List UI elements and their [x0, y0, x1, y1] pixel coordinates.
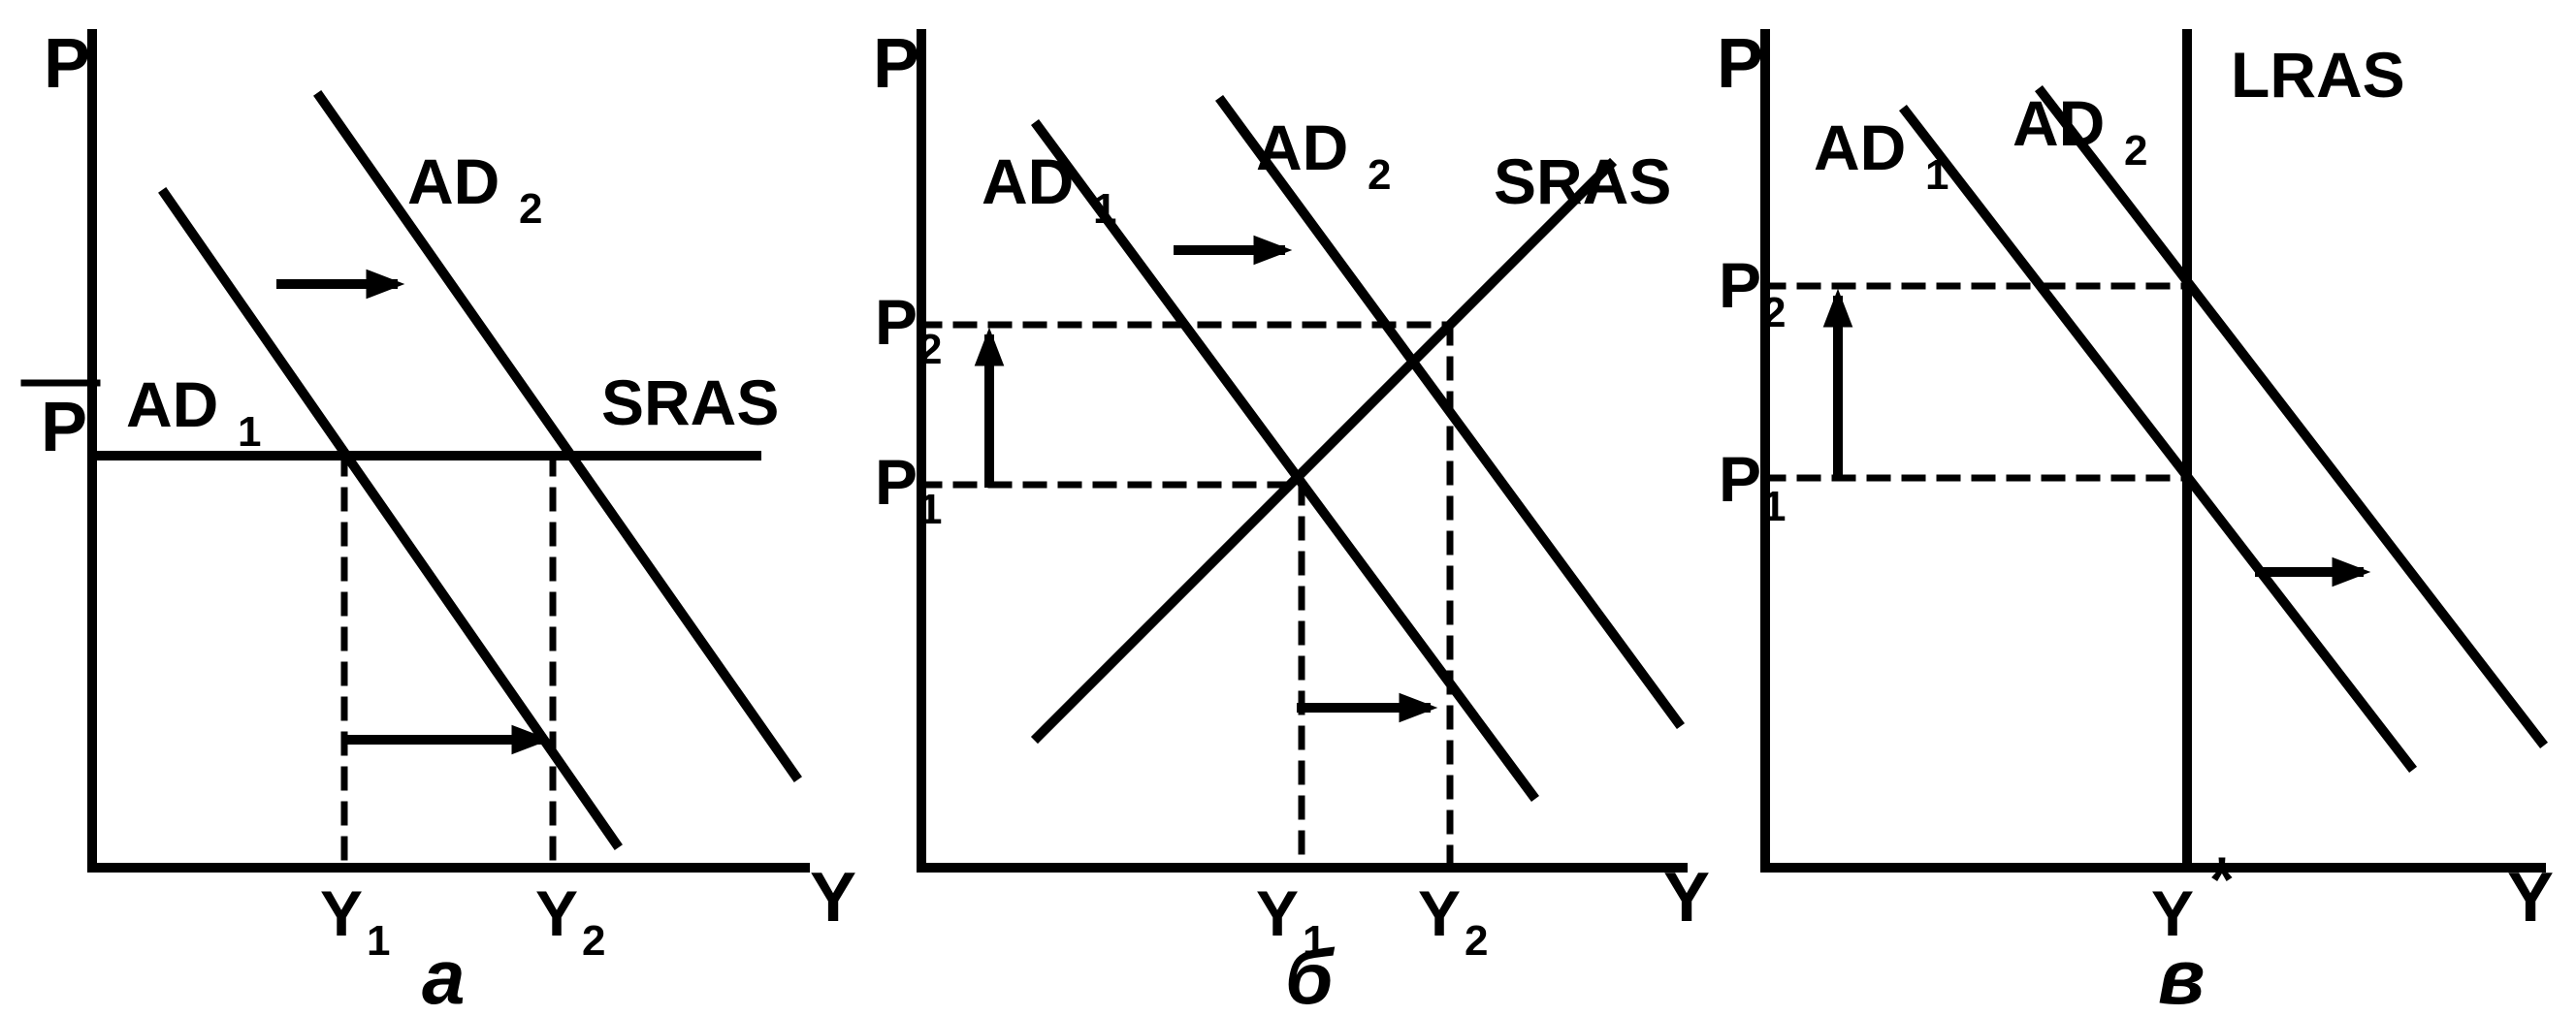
panel-a-sras-label: SRAS	[601, 366, 779, 438]
panel-b-plevel-1-label-base: P	[875, 446, 918, 518]
panel-b-ad1-label-sub: 1	[1093, 185, 1116, 233]
panel-b-vline-1-label-sub: 2	[1465, 917, 1488, 965]
panel-v-ad2-label-sub: 2	[2124, 127, 2147, 175]
panel-a-vline-0-label-base: Y	[320, 877, 363, 949]
panel-b-P-label: P	[873, 25, 919, 103]
panel-v-plevel-0-label-base: P	[1719, 249, 1761, 321]
panel-b-ad2-label-base: AD	[1256, 111, 1348, 183]
panel-v-ad1-label-sub: 1	[1925, 151, 1948, 199]
panel-a-ad1-label-base: AD	[126, 368, 218, 440]
panel-v-ystar-sup: *	[2209, 843, 2235, 915]
panel-a-pbar-label: P	[41, 389, 87, 466]
panel-v-ad2-label-base: AD	[2012, 87, 2105, 159]
panel-a-ad2-label-base: AD	[407, 145, 499, 217]
panel-b-plevel-0-label-base: P	[875, 286, 918, 358]
panel-b-vline-1-label-base: Y	[1418, 877, 1461, 949]
panel-b-ad2-label-sub: 2	[1368, 151, 1391, 199]
panel-a-vline-1-label-sub: 2	[582, 917, 605, 965]
panel-a-ad1	[165, 194, 616, 843]
panel-v-ad1-label-base: AD	[1814, 111, 1906, 183]
panel-b-plevel-1-label-sub: 1	[918, 486, 942, 533]
panel-v-P-label: P	[1717, 25, 1763, 103]
panel-v-ad2	[2042, 92, 2541, 742]
panel-a-ad2-label-sub: 2	[519, 185, 542, 233]
panel-b-plevel-0-label-sub: 2	[918, 326, 942, 373]
panel-v-Y-label: Y	[2507, 859, 2554, 937]
panel-v-plevel-1-label-sub: 1	[1762, 483, 1786, 530]
diagram-root: PYSRASPAD1AD2Y1Y2аPYSRASAD1AD2P2P1Y1Y2бP…	[0, 0, 2576, 1016]
panel-b-ad1-label-base: AD	[982, 145, 1074, 217]
panel-b-sras	[1038, 165, 1610, 737]
panel-v-ad1	[1906, 111, 2410, 766]
panel-v-letter: в	[2158, 934, 2205, 1016]
panel-a-vline-1-label-base: Y	[535, 877, 578, 949]
panel-v-plevel-0-label-sub: 2	[1762, 289, 1786, 336]
panel-b-letter: б	[1285, 934, 1336, 1016]
panel-a-letter: а	[422, 934, 466, 1016]
panel-a-P-label: P	[44, 25, 90, 103]
panel-v-lras-label: LRAS	[2231, 39, 2405, 111]
panel-v-plevel-1-label-base: P	[1719, 443, 1761, 515]
panel-a-Y-label: Y	[810, 859, 856, 937]
panel-b-Y-label: Y	[1663, 859, 1710, 937]
panel-a-ad1-label-sub: 1	[238, 408, 261, 456]
panel-b-sras-label: SRAS	[1494, 145, 1671, 217]
panel-a-vline-0-label-sub: 1	[367, 917, 390, 965]
